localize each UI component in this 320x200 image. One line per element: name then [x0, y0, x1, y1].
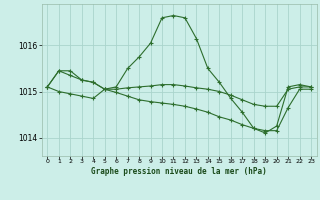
X-axis label: Graphe pression niveau de la mer (hPa): Graphe pression niveau de la mer (hPa): [91, 167, 267, 176]
